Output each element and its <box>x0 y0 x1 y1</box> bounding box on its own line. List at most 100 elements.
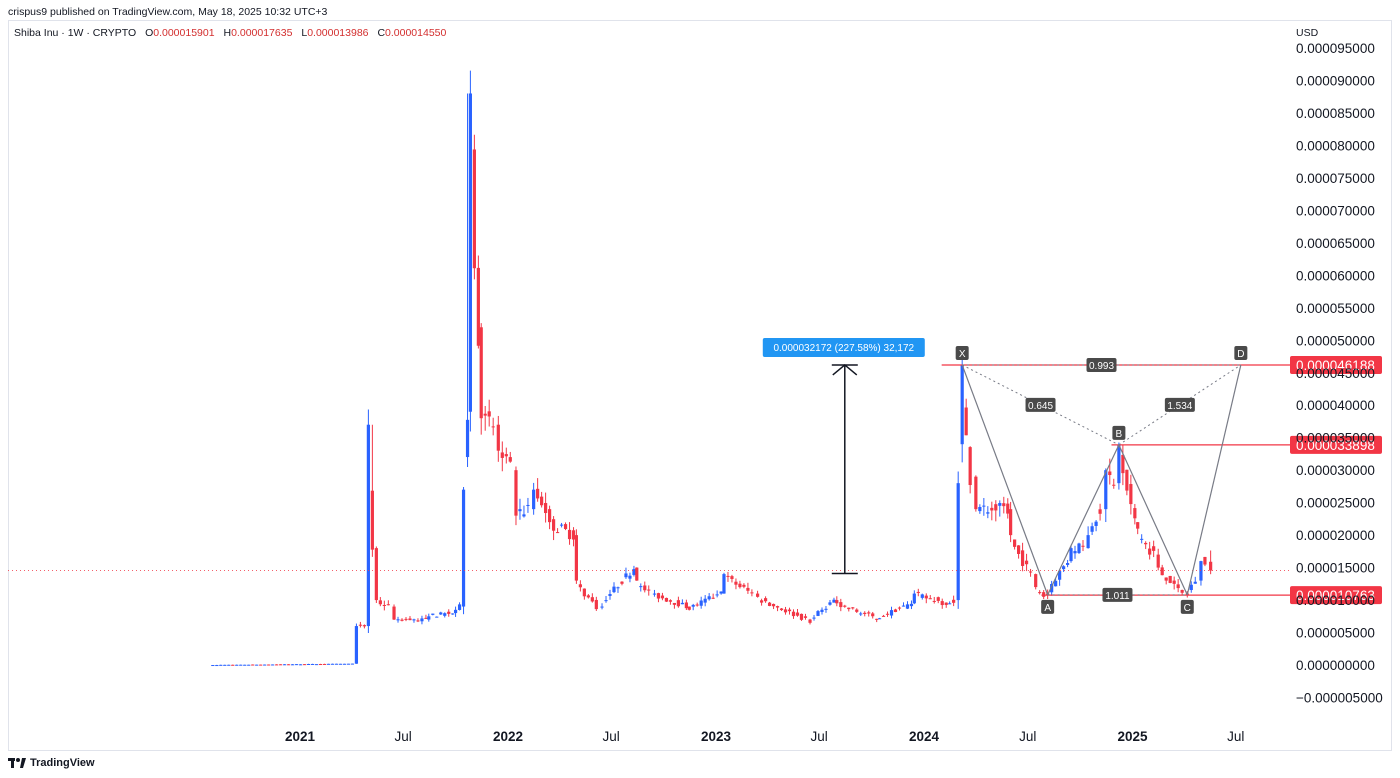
candle-body <box>604 600 608 602</box>
candle-body <box>1136 522 1140 529</box>
candle-body <box>881 615 886 617</box>
candle-body <box>820 609 824 612</box>
candle-body <box>287 664 291 666</box>
candle-body <box>612 586 616 593</box>
candle-body <box>1069 548 1073 562</box>
candle-body <box>1140 538 1144 540</box>
high-value: 0.000017635 <box>231 27 293 39</box>
candle-body <box>382 604 386 606</box>
candle-body <box>500 452 504 458</box>
candle <box>1058 569 1062 586</box>
candle-body <box>1125 469 1129 491</box>
tradingview-logo[interactable]: TradingView <box>8 757 95 769</box>
candle <box>330 663 335 665</box>
candle-body <box>578 584 582 588</box>
candle <box>551 516 556 541</box>
open-label: O <box>145 27 154 39</box>
pattern-leg <box>1118 444 1188 596</box>
candle <box>1077 542 1081 554</box>
candle <box>567 522 572 545</box>
candle-body <box>978 506 982 512</box>
candle <box>1129 474 1133 515</box>
pattern-point-tag <box>1041 599 1055 614</box>
pattern-ratio-tag <box>1086 357 1117 372</box>
candle <box>338 663 343 665</box>
close-value: 0.000014550 <box>385 27 447 39</box>
candle-body <box>215 665 219 667</box>
candle <box>1020 542 1025 572</box>
candle-body <box>691 604 695 607</box>
currency-label[interactable]: USD <box>1296 27 1319 39</box>
candle-body <box>476 267 480 346</box>
candle-body <box>656 593 661 599</box>
candle-body <box>1209 561 1213 571</box>
candle-body <box>924 595 928 599</box>
candle <box>944 602 948 608</box>
candle-body <box>956 483 960 601</box>
x-tick-label: 2021 <box>285 729 316 744</box>
candle <box>439 611 443 615</box>
candle <box>294 664 299 666</box>
close-label: C <box>377 27 386 39</box>
candle <box>877 617 882 620</box>
pattern-ratio-label: 0.645 <box>1028 401 1053 412</box>
candle-body <box>726 575 730 577</box>
symbol-legend: Shiba Inu · 1W · CRYPTO O0.000015901 H0.… <box>14 27 446 39</box>
candle <box>504 447 508 464</box>
pattern-point-label: A <box>1044 603 1051 614</box>
chart-frame[interactable] <box>8 20 1392 751</box>
x-tick-label: Jul <box>603 729 620 744</box>
candle-body <box>322 663 327 665</box>
candle-body <box>472 149 476 269</box>
overlay-layer: 0.000046188 0.000033898 0.000010763 0.00003… <box>8 338 1382 614</box>
candle <box>968 446 972 494</box>
candle-body <box>235 664 239 666</box>
candle <box>571 527 576 547</box>
candle-body <box>687 606 691 610</box>
candle <box>548 505 552 530</box>
candle-body <box>370 490 374 550</box>
candle <box>427 613 431 622</box>
candle-body <box>867 612 871 614</box>
candle-body <box>1002 503 1006 507</box>
candle <box>416 618 420 623</box>
candle <box>271 664 275 666</box>
candle-body <box>424 617 428 619</box>
candle <box>1069 544 1073 563</box>
candle-body <box>771 603 776 607</box>
pattern-ratio-tag <box>1164 397 1195 412</box>
candle-body <box>518 509 522 512</box>
y-tick-label: 0.000005000 <box>1296 626 1375 641</box>
candle-body <box>594 599 598 610</box>
candle <box>964 398 968 436</box>
candle <box>742 583 746 589</box>
y-tick-label: 0.000015000 <box>1296 561 1375 576</box>
candle <box>314 664 319 666</box>
candle-body <box>787 609 792 612</box>
candle <box>707 593 711 601</box>
candle <box>881 614 886 617</box>
candle-body <box>1098 509 1102 514</box>
candle-body <box>412 619 416 621</box>
candle-body <box>684 602 688 609</box>
x-tick-label: Jul <box>395 729 412 744</box>
candle-body <box>960 364 964 445</box>
candle <box>756 590 760 598</box>
candle <box>875 618 879 623</box>
candle <box>1090 522 1094 535</box>
candle-body <box>1133 508 1137 519</box>
candle <box>828 599 832 606</box>
candle <box>1189 581 1193 593</box>
candle <box>855 608 859 614</box>
candle-body <box>1160 567 1164 576</box>
candle <box>259 664 263 666</box>
candle-body <box>559 524 564 526</box>
candle <box>267 664 271 666</box>
candle-body <box>948 603 952 605</box>
candle-body <box>952 599 956 603</box>
candle <box>893 608 898 613</box>
pattern-leg <box>961 364 1049 596</box>
candle <box>746 582 750 594</box>
candle <box>695 602 699 607</box>
